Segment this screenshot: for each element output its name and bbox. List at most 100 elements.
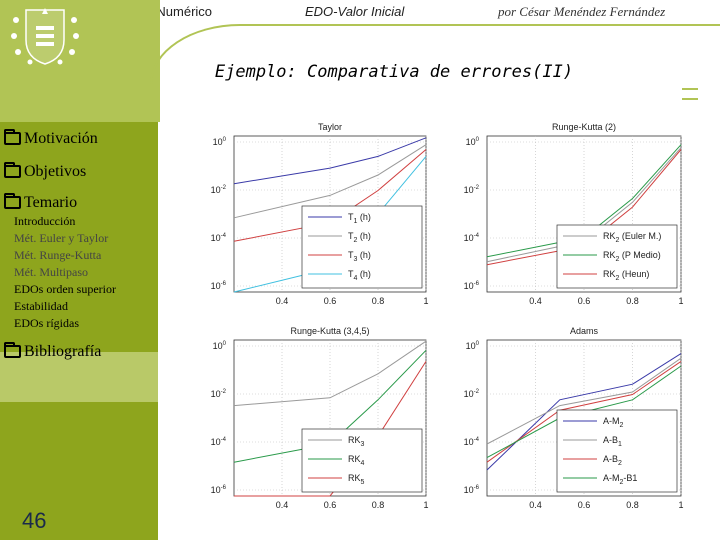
y-tick-label: 10-4 [464, 233, 480, 243]
series-line [233, 144, 427, 219]
legend-label: A-B1 [603, 435, 622, 448]
series-line [233, 149, 427, 242]
x-tick-label: 1 [678, 500, 683, 510]
menu-item-label: Temario [24, 194, 78, 211]
submenu-item-multipaso[interactable]: Mét. Multipaso [14, 265, 88, 279]
folder-icon [4, 129, 21, 145]
university-logo-icon [11, 8, 79, 65]
series-line [486, 353, 682, 471]
menu-item-label: Objetivos [24, 163, 87, 180]
chart-legend: T1 (h) T2 (h) T3 (h) T4 (h) [301, 205, 423, 289]
submenu-item-estabilidad[interactable]: Estabilidad [14, 299, 68, 313]
x-tick-label: 1 [678, 296, 683, 306]
x-tick-label: 0.8 [372, 296, 385, 306]
menu-lines-icon[interactable] [682, 88, 698, 100]
y-tick-label: 100 [466, 341, 480, 351]
y-tick-label: 100 [213, 341, 227, 351]
x-tick-label: 0.6 [578, 296, 591, 306]
legend-label: T2 (h) [348, 231, 371, 244]
series-line [233, 340, 427, 407]
y-tick-label: 10-4 [464, 437, 480, 447]
x-tick-label: 0.4 [276, 500, 289, 510]
chart-title: Adams [570, 326, 599, 336]
series-line [486, 357, 682, 445]
y-tick-label: 10-4 [211, 437, 227, 447]
menu-item-label: Motivación [24, 130, 98, 147]
y-tick-label: 10-2 [211, 185, 227, 195]
x-tick-label: 0.8 [626, 296, 639, 306]
folder-icon [4, 342, 21, 358]
x-tick-label: 0.6 [324, 296, 337, 306]
y-tick-label: 10-2 [464, 185, 480, 195]
legend-label: A-M2-B1 [603, 473, 637, 486]
plot-frame [486, 135, 682, 293]
header-topic: EDO-Valor Inicial [305, 4, 405, 19]
legend-label: T4 (h) [348, 269, 371, 282]
legend-label: T3 (h) [348, 250, 371, 263]
y-tick-label: 10-2 [211, 389, 227, 399]
legend-label: A-M2 [603, 416, 624, 429]
menu-item-bibliografia[interactable]: Bibliografía [4, 342, 102, 361]
legend-box [301, 205, 423, 289]
x-tick-label: 0.8 [372, 500, 385, 510]
y-tick-label: 10-6 [211, 281, 227, 291]
folder-open-icon [4, 193, 21, 209]
sidebar [0, 122, 158, 540]
menu-item-objetivos[interactable]: Objetivos [4, 162, 87, 181]
series-line [486, 365, 682, 459]
series-line [486, 360, 682, 463]
x-tick-label: 0.6 [578, 500, 591, 510]
chart-3: Runge-Kutta (3,4,5) 0.4 0.6 0.8 1 100 10-2 10-4… [211, 326, 429, 510]
series-line [233, 349, 427, 463]
chart-title: Runge-Kutta (3,4,5) [290, 326, 369, 336]
submenu-item-orden-superior[interactable]: EDOs orden superior [14, 282, 116, 296]
menu-item-motivacion[interactable]: Motivación [4, 129, 98, 148]
series-line [233, 156, 427, 293]
legend-label: RK5 [348, 473, 365, 486]
x-tick-label: 0.4 [276, 296, 289, 306]
y-tick-label: 10-6 [464, 281, 480, 291]
legend-label: RK4 [348, 454, 365, 467]
series-line [234, 361, 427, 497]
slide-title: Ejemplo: Comparativa de errores(II) [214, 62, 574, 82]
chart-legend: RK2 (Euler M.) RK2 (P Medio) RK2 (Heun) [556, 224, 678, 289]
folder-icon [4, 162, 21, 178]
submenu-item-runge-kutta[interactable]: Mét. Runge-Kutta [14, 248, 102, 262]
y-tick-label: 10-6 [211, 485, 227, 495]
series-line [486, 144, 682, 258]
x-tick-label: 0.8 [626, 500, 639, 510]
x-tick-label: 1 [423, 296, 428, 306]
y-tick-label: 10-4 [211, 233, 227, 243]
plot-frame [233, 135, 427, 293]
page-number: 46 [22, 508, 47, 533]
x-tick-label: 1 [423, 500, 428, 510]
legend-label: RK2 (P Medio) [603, 250, 661, 263]
menu-item-temario[interactable]: Temario [4, 193, 78, 212]
sidebar-highlight-band [0, 352, 158, 402]
series-line [486, 149, 682, 266]
plot-frame [233, 339, 427, 497]
x-tick-label: 0.4 [529, 500, 542, 510]
legend-box [556, 409, 678, 493]
legend-label: A-B2 [603, 454, 622, 467]
submenu-item-rigidas[interactable]: EDOs rígidas [14, 316, 79, 330]
chart-legend: A-M2 A-B1 A-B2 A-M2-B1 [556, 409, 678, 493]
submenu-item-euler-taylor[interactable]: Mét. Euler y Taylor [14, 231, 109, 245]
legend-box [556, 224, 678, 289]
x-tick-label: 0.6 [324, 500, 337, 510]
menu-item-label: Bibliografía [24, 343, 102, 360]
header-author: por César Menéndez Fernández [498, 4, 666, 19]
decorative-arc [150, 24, 720, 146]
legend-label: T1 (h) [348, 212, 371, 225]
legend-label: RK3 [348, 435, 365, 448]
chart-legend: RK3 RK4 RK5 [301, 428, 423, 493]
series-line [486, 147, 682, 263]
legend-label: RK2 (Euler M.) [603, 231, 661, 244]
legend-label: RK2 (Heun) [603, 269, 649, 282]
submenu-item-introduccion[interactable]: Introducción [14, 214, 76, 228]
logo-area [0, 0, 160, 122]
x-tick-label: 0.4 [529, 296, 542, 306]
plot-frame [486, 339, 682, 497]
